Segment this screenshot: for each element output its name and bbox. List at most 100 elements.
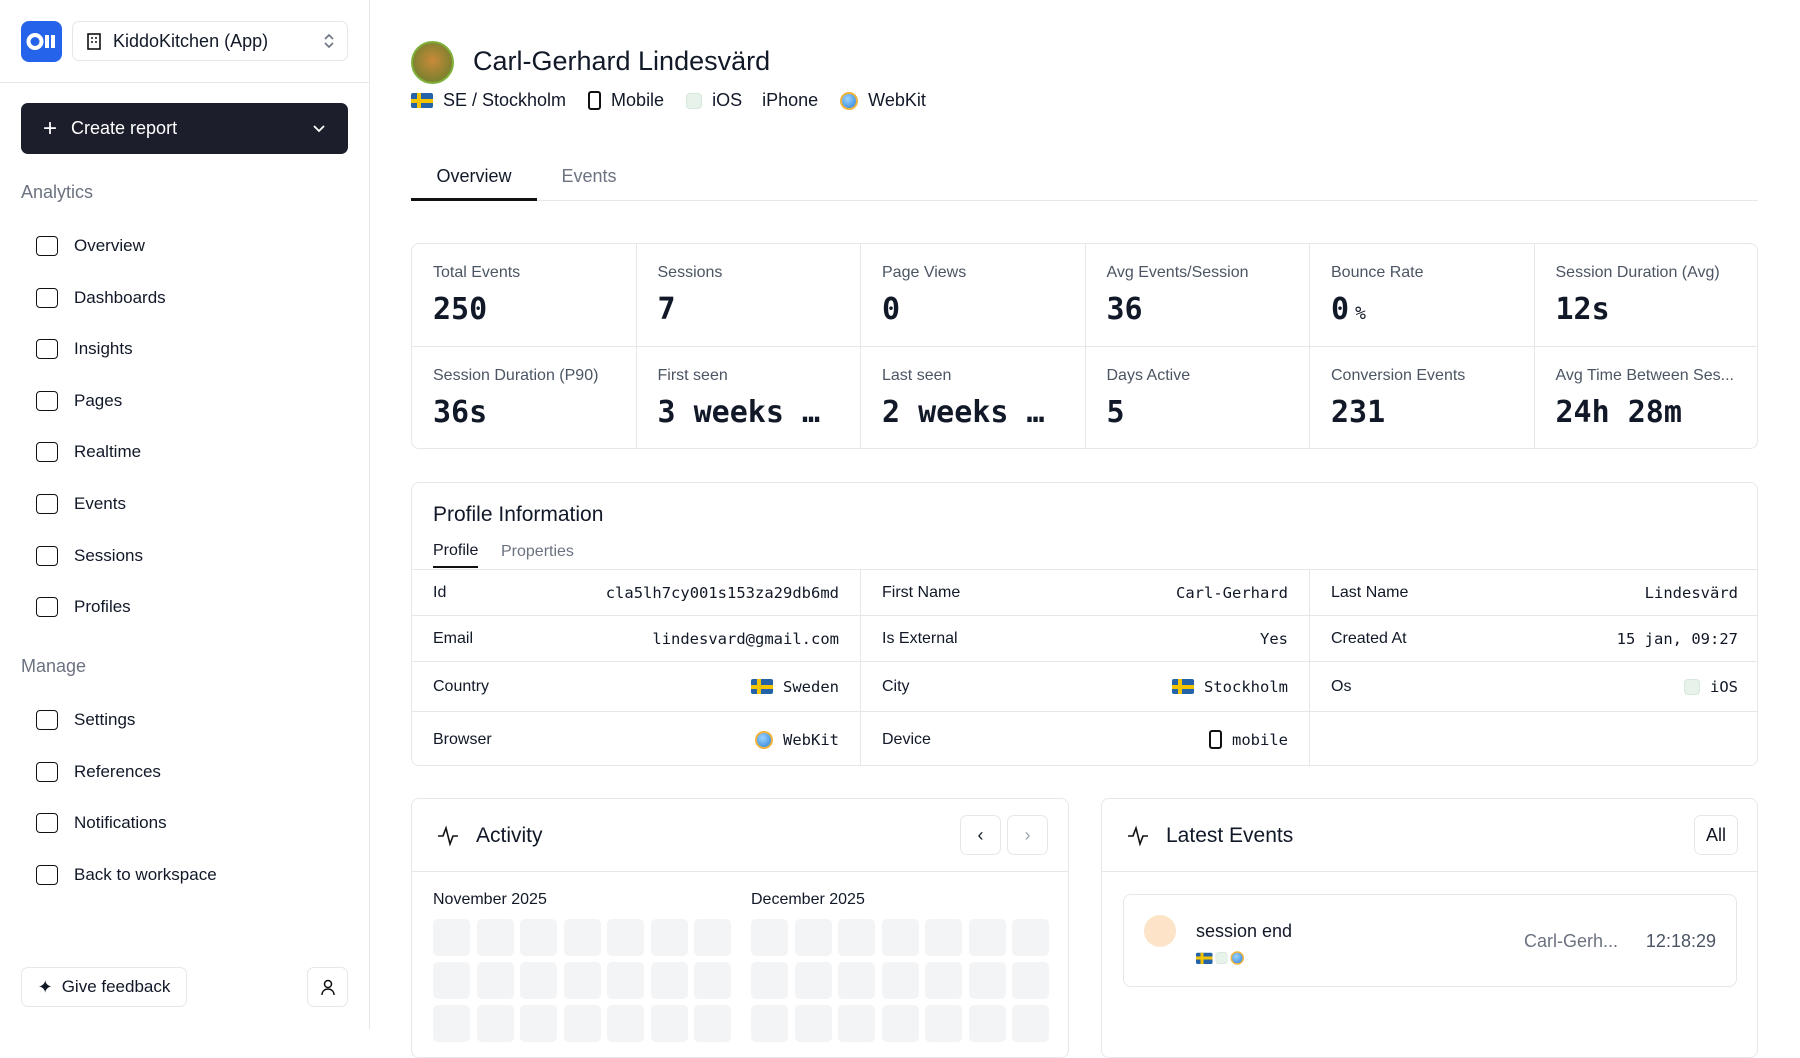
day-cell (794, 962, 832, 999)
nav-label: Profiles (74, 597, 131, 617)
profile-name: Carl-Gerhard Lindesvärd (473, 46, 771, 76)
metric-number: 7 (657, 292, 676, 327)
workspace-name: KiddoKitchen (App) (113, 30, 269, 51)
filter-button[interactable]: All (1694, 815, 1738, 855)
metric: Avg Time Between Ses... 24h 28m (1535, 347, 1758, 448)
nav-label: Pages (74, 390, 123, 410)
info-text: 15 jan, 09:27 (1616, 629, 1738, 648)
info-label: Country (433, 677, 490, 695)
day-cell (751, 962, 788, 999)
metric-label: Sessions (657, 264, 723, 281)
logo[interactable] (21, 21, 62, 62)
metric-label: Avg Events/Session (1106, 264, 1249, 281)
metric-value: 2 weeks … (882, 395, 1064, 430)
nav-icon (36, 236, 58, 256)
feedback-label: Give feedback (61, 977, 171, 996)
metric-number: 231 (1331, 395, 1386, 430)
nav-icon (36, 761, 58, 782)
subtab-active[interactable]: Profile (433, 542, 479, 568)
day-cell (968, 962, 1006, 999)
browser: WebKit (868, 90, 926, 110)
nav-label: Sessions (74, 545, 143, 565)
info-label: First Name (882, 583, 961, 601)
day-cell (968, 919, 1006, 956)
feedback-button[interactable]: ✦ Give feedback (21, 967, 187, 1007)
metric-value: 231 (1331, 395, 1513, 430)
building-icon (87, 33, 101, 50)
tab[interactable]: Events (561, 166, 617, 186)
nav-item[interactable]: Events (36, 484, 126, 524)
metric-number: 0 (1331, 292, 1350, 327)
sparkle-icon: ✦ (37, 976, 53, 997)
sidebar-header (0, 0, 369, 83)
info-cell (1310, 712, 1757, 765)
info-cell: Country Sweden (412, 662, 861, 712)
os-icon (686, 92, 703, 109)
nav-icon (36, 390, 58, 411)
nav-icon (36, 494, 58, 514)
info-text: Stockholm (1204, 677, 1288, 696)
create-report-button[interactable]: + Create report (21, 103, 348, 154)
metric-number: 24h 28m (1555, 395, 1682, 430)
nav-item[interactable]: Insights (36, 329, 133, 369)
avatar (411, 41, 454, 84)
metric-label: Total Events (433, 264, 521, 281)
event-icons (1196, 951, 1244, 965)
nav-item[interactable]: Settings (36, 700, 135, 740)
nav-item[interactable]: Sessions (36, 536, 143, 576)
nav-item[interactable]: Back to workspace (36, 855, 217, 895)
day-cell (751, 1005, 788, 1042)
metric: Total Events 250 (412, 244, 637, 347)
nav-item[interactable]: Overview (36, 226, 145, 266)
user-button[interactable] (307, 967, 348, 1007)
day-cell (607, 1005, 644, 1042)
tab-active[interactable]: Overview (411, 166, 537, 201)
metric-label: Bounce Rate (1331, 264, 1424, 281)
nav-label: Settings (74, 710, 136, 729)
info-cell: Created At 15 jan, 09:27 (1310, 616, 1757, 662)
os-icon (1215, 952, 1228, 964)
event-item[interactable]: session end Carl-Gerh... 12:18:29 (1123, 894, 1737, 987)
info-text: lindesvard@gmail.com (652, 629, 839, 648)
nav-icon (36, 710, 58, 730)
location: SE / Stockholm (443, 90, 567, 110)
nav-label: Notifications (74, 813, 167, 833)
month-label: December 2025 (751, 891, 865, 908)
day-cell (794, 1005, 832, 1042)
phone-icon (1209, 730, 1222, 749)
day-cell (563, 962, 601, 999)
info-value: iOS (1684, 678, 1738, 696)
metric-number: 5 (1106, 395, 1125, 430)
day-cell (563, 1005, 601, 1042)
metric: Session Duration (P90) 36s (412, 347, 637, 448)
profile-meta: SE / Stockholm Mobile iOS iPhone WebKit (411, 90, 926, 111)
event-icon (1144, 915, 1176, 947)
info-value: Sweden (751, 678, 839, 696)
nav-icon (36, 597, 58, 618)
day-cell (1012, 919, 1049, 956)
metric-value: 3 weeks … (658, 395, 840, 430)
next-button[interactable]: › (1007, 815, 1048, 855)
nav-item[interactable]: References (36, 752, 161, 792)
subtab[interactable]: Properties (501, 543, 574, 560)
nav-label: Events (74, 494, 126, 513)
nav-item[interactable]: Pages (36, 381, 122, 421)
nav-item[interactable]: Realtime (36, 432, 141, 472)
nav-item[interactable]: Dashboards (36, 278, 166, 318)
divider (1102, 871, 1757, 872)
nav-item[interactable]: Notifications (36, 803, 167, 843)
metric-label: Conversion Events (1331, 367, 1466, 384)
plus-icon: + (43, 114, 58, 142)
metric-number: 0 (882, 292, 901, 327)
metric-label: Session Duration (Avg) (1555, 264, 1720, 281)
month-label: November 2025 (433, 891, 547, 908)
nav-label: References (74, 761, 161, 781)
info-text: cla5lh7cy001s153za29db6md (605, 583, 839, 602)
info-label: Device (882, 730, 931, 748)
day-cell (520, 962, 557, 999)
workspace-select[interactable]: KiddoKitchen (App) (72, 21, 348, 61)
prev-button[interactable]: ‹ (960, 815, 1001, 855)
section-title: Manage (21, 656, 87, 676)
nav-item[interactable]: Profiles (36, 587, 131, 627)
day-cell (607, 962, 644, 999)
